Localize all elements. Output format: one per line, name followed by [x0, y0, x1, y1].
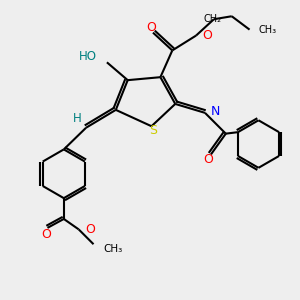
Text: N: N	[210, 105, 220, 118]
Text: O: O	[41, 228, 51, 241]
Text: HO: HO	[79, 50, 97, 64]
Text: CH₂: CH₂	[203, 14, 221, 24]
Text: S: S	[149, 124, 157, 137]
Text: CH₃: CH₃	[103, 244, 122, 254]
Text: O: O	[85, 223, 95, 236]
Text: O: O	[146, 21, 156, 34]
Text: O: O	[203, 153, 213, 166]
Text: CH₃: CH₃	[259, 25, 277, 34]
Text: O: O	[202, 29, 212, 42]
Text: H: H	[73, 112, 82, 125]
